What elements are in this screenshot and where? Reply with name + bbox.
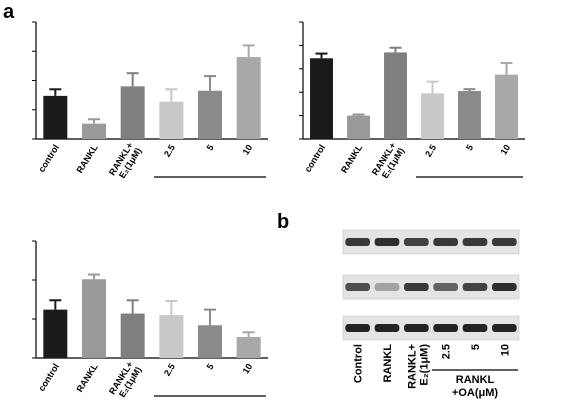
blot-band [345,324,370,332]
bar [198,325,222,358]
bar [159,101,184,139]
blot-band [462,324,488,332]
bar [421,93,444,139]
category-label: control [36,362,61,393]
blot-group-label: RANKL +OA(μM) [452,374,498,399]
blot-band [433,324,458,332]
bar [236,57,261,139]
blot-band [492,324,517,332]
chart-rank: control RANKL RANKL+E₂(1μM) 2.5 5 10 [32,240,268,402]
bar [236,336,261,358]
category-label: 2.5 [423,143,438,159]
panel-label-a: a [3,1,15,23]
bar [43,95,68,139]
blot-band [404,238,429,246]
blot-band [433,283,458,291]
bar [310,58,333,139]
category-label: 5 [205,143,216,153]
bar [82,279,106,358]
bar [495,74,518,139]
category-label: 10 [241,362,255,376]
bar [120,313,145,358]
category-label: control [36,143,61,174]
bar [43,309,68,358]
blot-lane-label: Control [353,344,365,383]
category-label: 5 [464,143,475,153]
western-blot-panel: Control RANKL RANKL+E₂(1μM) 2.5 5 10 RANKL +OA(… [342,229,520,399]
blot-strip [342,315,520,341]
blot-band [492,238,517,246]
bar [458,91,481,139]
blot-lane-label: 2.5 [441,344,453,359]
chart-er-alpha: control RANKL RANKL+E₂(1μM) 2.5 5 10 [32,21,268,183]
panel-label-b: b [277,211,289,233]
category-label: 2.5 [162,143,177,159]
category-label: 10 [241,143,255,157]
category-label: RANKL+E₂(1μM) [370,141,406,183]
blot-strip [342,229,520,255]
category-label: control [303,143,328,174]
category-label: RANKL+E₂(1μM) [107,141,143,183]
category-label: RANKL+E₂(1μM) [107,360,143,402]
category-label: RANKL [339,142,364,174]
category-label: 5 [205,362,216,372]
blot-strip [342,274,520,300]
blot-band [462,238,488,246]
blot-band [404,283,429,291]
bar [198,90,222,139]
blot-band [433,238,458,246]
blot-lane-label: 10 [499,344,511,356]
blot-band [345,238,370,246]
blot-band [404,324,429,332]
category-label: 10 [498,143,512,157]
blot-lane-label: RANKL+E₂(1μM) [406,344,430,389]
blot-band [374,324,400,332]
bar [384,52,407,139]
bar [159,315,184,358]
chart-mir-503: control RANKL RANKL+E₂(1μM) 2.5 5 10 [299,21,525,183]
blot-lane-label: 5 [470,344,482,350]
bar [82,123,106,139]
category-label: RANKL [75,142,100,174]
blot-lane-label: RANKL [382,344,394,383]
category-label: RANKL [75,361,100,393]
bar [347,115,370,139]
bar [120,86,145,139]
category-label: 2.5 [162,362,177,378]
blot-band [462,283,488,291]
blot-band [374,283,400,291]
blot-band [345,283,370,291]
blot-band [374,238,400,246]
blot-band [492,283,517,291]
